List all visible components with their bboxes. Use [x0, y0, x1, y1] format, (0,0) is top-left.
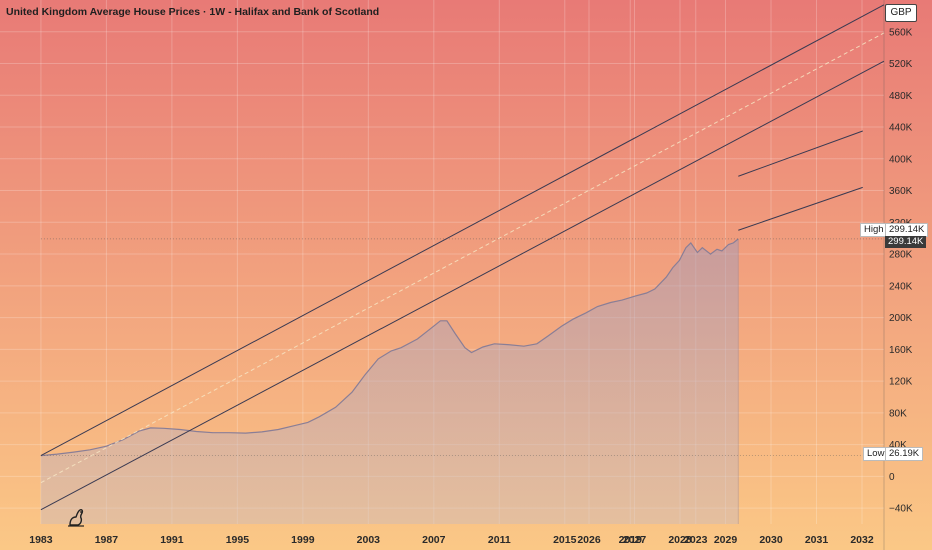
y-tick-label: 80K [889, 408, 907, 419]
x-tick-label: 2030 [759, 534, 783, 546]
x-tick-label: 1995 [226, 534, 250, 546]
y-tick-label: 0 [889, 472, 895, 483]
x-tick-label: 2003 [357, 534, 381, 546]
y-tick-label: 240K [889, 281, 913, 292]
y-tick-label: 520K [889, 59, 913, 70]
x-tick-label: 1983 [29, 534, 53, 546]
y-tick-label: 480K [889, 91, 913, 102]
chart-title: United Kingdom Average House Prices · 1W… [6, 6, 380, 18]
last-price-label: 299.14K [885, 236, 927, 248]
x-tick-label: 1999 [291, 534, 315, 546]
high-label: High [860, 223, 888, 237]
y-tick-label: 120K [889, 377, 913, 388]
x-axis: 1983 1987 1991 1995 1999 2003 2007 2011 2015 2019… [29, 534, 874, 546]
currency-button[interactable]: GBP [885, 4, 917, 22]
x-tick-label: 2007 [422, 534, 446, 546]
channel-line[interactable] [738, 186, 863, 231]
x-tick-label: 2019 [619, 534, 643, 546]
y-tick-label: 560K [889, 27, 913, 38]
tradingview-logo-icon[interactable] [66, 506, 88, 528]
x-tick-label: 2029 [714, 534, 738, 546]
low-value: 26.19K [885, 447, 924, 461]
price-line [40, 238, 739, 457]
y-tick-label: 400K [889, 154, 913, 165]
x-tick-label: 2028 [668, 534, 692, 546]
channel-line[interactable] [738, 130, 863, 177]
x-tick-label: 2031 [805, 534, 829, 546]
price-area [40, 238, 739, 524]
y-tick-label: 360K [889, 186, 913, 197]
y-tick-label: 40K [889, 440, 907, 451]
x-tick-label: 2015 [553, 534, 577, 546]
x-tick-label: 1991 [160, 534, 184, 546]
x-tick-label: 2026 [577, 534, 601, 546]
channel-lines [40, 4, 885, 511]
y-tick-label: 440K [889, 123, 913, 134]
high-value: 299.14K [885, 223, 929, 237]
channel-midline[interactable] [40, 32, 885, 484]
y-tick-label: 160K [889, 345, 913, 356]
y-tick-label: 280K [889, 250, 913, 261]
x-tick-label: 2027 [623, 534, 647, 546]
y-tick-label: 200K [889, 313, 913, 324]
y-tick-label: −40K [889, 504, 913, 515]
area-layer [40, 238, 884, 524]
x-tick-label: 2011 [488, 534, 511, 546]
channel-line[interactable] [40, 60, 885, 511]
x-tick-label: 2032 [850, 534, 874, 546]
x-tick-label: 1987 [95, 534, 119, 546]
channel-line[interactable] [40, 4, 885, 457]
x-tick-label: 2023 [684, 534, 708, 546]
